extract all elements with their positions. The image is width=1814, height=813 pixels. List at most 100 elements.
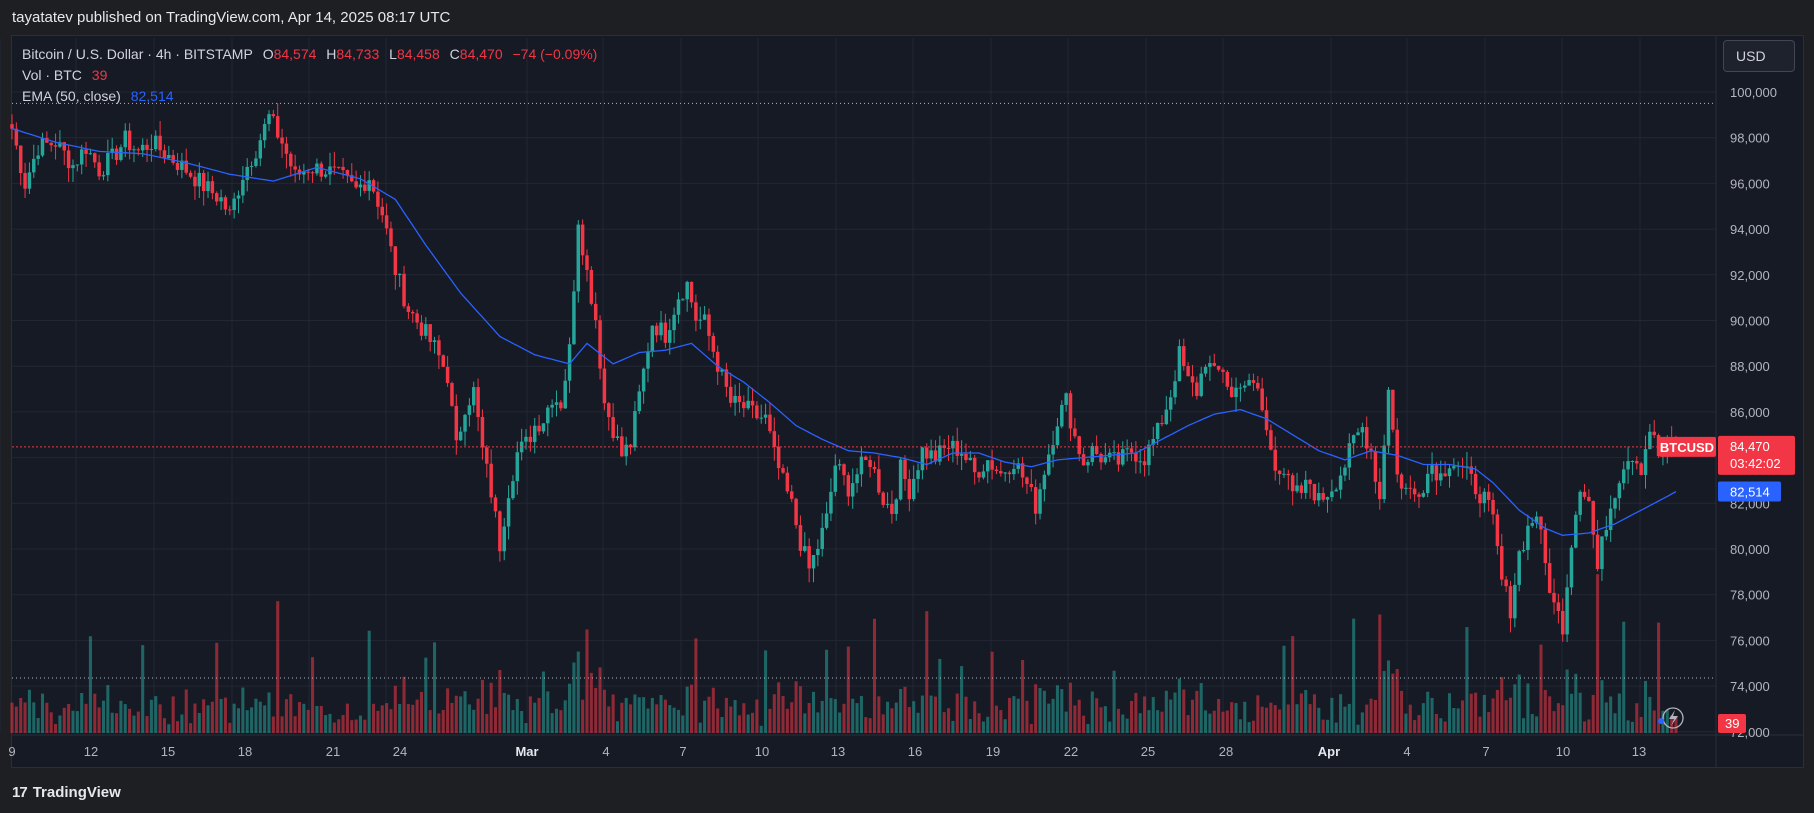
candle [27, 162, 32, 195]
volume-bar [293, 716, 297, 733]
volume-bar [1169, 699, 1173, 733]
candle [1086, 459, 1090, 473]
candle [393, 246, 398, 290]
volume-bar [981, 721, 985, 733]
candle [868, 455, 872, 478]
volume-bar [219, 699, 223, 733]
candle [1547, 548, 1552, 594]
candle [1595, 519, 1600, 572]
candle [855, 468, 859, 493]
candle [654, 322, 659, 343]
volume-bar [1304, 690, 1308, 733]
volume-bar [650, 697, 654, 733]
volume-bar [1086, 723, 1090, 733]
candle [1212, 353, 1217, 367]
volume-bar [328, 713, 332, 733]
volume-bar [554, 708, 559, 733]
volume-bar [1038, 688, 1042, 733]
candle [729, 372, 733, 408]
candle [986, 460, 990, 484]
volume-bar [123, 704, 127, 733]
volume-bar [1635, 703, 1639, 733]
volume-bar [894, 702, 898, 733]
candle [1238, 383, 1243, 402]
volume-bar [1548, 696, 1552, 733]
candle [1521, 541, 1526, 553]
volume-bar [271, 716, 275, 733]
candle [742, 395, 746, 418]
candle [341, 157, 345, 179]
candle [1073, 418, 1077, 439]
candle [1295, 472, 1299, 494]
bar-countdown: 03:42:02 [1730, 456, 1781, 471]
y-tick-label: 98,000 [1730, 131, 1770, 146]
candle [977, 471, 981, 483]
volume-bar [528, 696, 532, 733]
candle [759, 404, 763, 424]
y-tick-label: 76,000 [1730, 633, 1770, 648]
candle [1173, 370, 1177, 405]
candle [607, 401, 611, 431]
volume-bar [755, 699, 759, 733]
volume-bar [1591, 694, 1595, 733]
volume-bar [842, 703, 846, 733]
volume-bar [441, 709, 445, 733]
volume-bar [284, 699, 288, 733]
ema-price-value: 82,514 [1730, 485, 1770, 500]
tradingview-logo[interactable]: 17 TradingView [12, 781, 121, 803]
volume-bar [23, 702, 27, 733]
ema-label: EMA (50, close) [22, 88, 121, 104]
volume-value: 39 [91, 67, 108, 83]
chart-frame[interactable] [11, 35, 1804, 768]
x-tick-label: 9 [8, 744, 15, 759]
candle [428, 324, 432, 352]
lightning-icon[interactable] [1658, 707, 1684, 729]
candle [580, 219, 585, 265]
x-tick-label: 19 [986, 744, 1000, 759]
candle [1177, 339, 1182, 382]
volume-row[interactable]: Vol · BTC 39 [22, 65, 597, 86]
candle [1469, 456, 1474, 486]
volume-bar [1238, 719, 1242, 733]
symbol-price-tag[interactable]: BTCUSD [1659, 436, 1716, 457]
candle [1404, 483, 1408, 495]
candle [149, 134, 154, 162]
candle [336, 166, 341, 170]
symbol-title[interactable]: Bitcoin / U.S. Dollar · 4h · BITSTAMP [22, 46, 253, 62]
volume-bar [868, 718, 872, 733]
candle [1534, 511, 1539, 529]
volume-bar [1282, 645, 1286, 733]
open-label: O [262, 46, 274, 62]
candle [1033, 479, 1038, 525]
volume-bar [881, 714, 885, 733]
candle [1273, 436, 1277, 481]
volume-bar [1630, 721, 1634, 733]
volume-bar [197, 712, 201, 733]
candle [1003, 472, 1007, 482]
volume-bar [994, 705, 998, 733]
volume-bar [158, 704, 162, 733]
volume-bar [1047, 703, 1051, 733]
volume-bar [811, 691, 816, 733]
candle [537, 414, 541, 436]
candle [1465, 451, 1469, 480]
ema-row[interactable]: EMA (50, close) 82,514 [22, 86, 597, 107]
candle [1203, 364, 1208, 377]
volume-bar [1134, 692, 1138, 733]
volume-bar [276, 601, 280, 733]
volume-bar [1008, 697, 1012, 733]
candle [1317, 482, 1321, 507]
volume-bar [167, 724, 171, 733]
volume-bar [162, 718, 166, 733]
candle [628, 443, 633, 455]
candle [75, 164, 80, 172]
candle [1617, 480, 1622, 511]
candle [1256, 375, 1260, 392]
volume-bar [302, 703, 306, 733]
candle [445, 355, 450, 387]
candle [1046, 444, 1051, 477]
volume-bar [973, 701, 977, 733]
y-tick-label: 90,000 [1730, 314, 1770, 329]
currency-button[interactable]: USD [1723, 40, 1795, 72]
